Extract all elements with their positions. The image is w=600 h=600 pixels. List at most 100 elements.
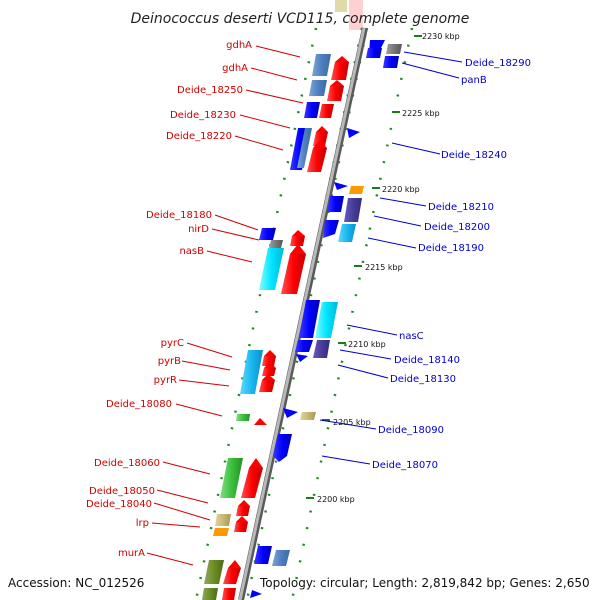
gene-block bbox=[259, 380, 275, 392]
page-title: Deinococcus deserti VCD115, complete gen… bbox=[131, 11, 470, 27]
kbp-label: 2200 kbp bbox=[317, 495, 355, 504]
genes-forward bbox=[202, 54, 349, 600]
gene-label: Deide_18090 bbox=[378, 425, 444, 436]
gene-label: panB bbox=[461, 75, 487, 86]
gene-arrow bbox=[249, 458, 263, 468]
gene-label: pyrC bbox=[161, 338, 184, 349]
gene-arrow bbox=[335, 56, 349, 62]
gene-label: Deide_18140 bbox=[394, 355, 460, 366]
gene-arrow bbox=[262, 374, 275, 380]
gene-block bbox=[204, 560, 224, 584]
kbp-label: 2220 kbp bbox=[382, 185, 420, 194]
gene-block bbox=[262, 356, 276, 366]
gene-arrow bbox=[316, 126, 328, 132]
gene-label: Deide_18210 bbox=[428, 202, 494, 213]
gene-block bbox=[254, 546, 272, 564]
gene-block bbox=[259, 248, 284, 290]
gene-arrow bbox=[330, 80, 344, 86]
gene-label: Deide_18290 bbox=[465, 58, 531, 69]
kbp-labels: 2230 kbp 2225 kbp 2220 kbp 2215 kbp 2210 kbp… bbox=[317, 32, 460, 504]
top-features bbox=[335, 0, 363, 30]
gene-label: Deide_18060 bbox=[94, 458, 160, 469]
gene-arrow bbox=[347, 128, 360, 138]
gene-label: Deide_18080 bbox=[106, 399, 172, 410]
gene-arrow bbox=[264, 362, 276, 368]
gene-block bbox=[295, 340, 313, 352]
left-leaders bbox=[146, 45, 304, 566]
gene-block bbox=[213, 528, 229, 536]
gene-block bbox=[315, 302, 338, 338]
gene-block bbox=[383, 56, 399, 68]
gene-label: nasB bbox=[179, 246, 204, 257]
gene-block bbox=[319, 104, 334, 118]
kbp-label: 2205 kbp bbox=[333, 418, 371, 427]
accession-text: Accession: NC_012526 bbox=[8, 576, 144, 590]
gene-arrow bbox=[292, 230, 305, 236]
gene-label: nasC bbox=[399, 331, 424, 342]
gene-block bbox=[220, 458, 243, 498]
gene-arrow bbox=[296, 354, 308, 362]
chromosome-backbone bbox=[238, 27, 368, 600]
gene-block bbox=[234, 522, 248, 532]
gene-block bbox=[299, 300, 320, 338]
gene-block bbox=[312, 54, 331, 76]
gene-block bbox=[338, 224, 356, 242]
gene-block bbox=[309, 80, 327, 96]
gene-label: nirD bbox=[188, 224, 209, 235]
gene-label: Deide_18180 bbox=[146, 210, 212, 221]
kbp-label: 2230 kbp bbox=[422, 32, 460, 41]
gene-block bbox=[300, 412, 316, 420]
gene-block bbox=[297, 128, 312, 168]
gene-block bbox=[304, 102, 320, 118]
gene-label: murA bbox=[118, 548, 145, 559]
gene-label: lrp bbox=[136, 518, 149, 529]
leader-lines bbox=[146, 45, 463, 566]
gene-block bbox=[222, 588, 236, 600]
gene-label: Deide_18250 bbox=[177, 85, 243, 96]
gene-label: Deide_18190 bbox=[418, 243, 484, 254]
genes-reverse bbox=[250, 40, 402, 598]
kbp-ticks bbox=[306, 35, 422, 499]
gene-block bbox=[290, 236, 305, 246]
gene-arrow bbox=[290, 244, 306, 254]
gene-label: gdhA bbox=[226, 40, 252, 51]
gene-block bbox=[236, 506, 250, 516]
gene-arrow bbox=[254, 418, 267, 425]
gene-block bbox=[202, 588, 218, 600]
gene-block bbox=[323, 220, 339, 238]
gene-label: Deide_18040 bbox=[86, 499, 152, 510]
gene-block bbox=[223, 568, 241, 584]
backbone-line bbox=[238, 27, 366, 600]
gene-block bbox=[327, 196, 344, 212]
gene-block bbox=[273, 434, 292, 462]
gene-block bbox=[215, 514, 231, 526]
gene-arrow bbox=[283, 408, 298, 418]
gene-label: Deide_18240 bbox=[441, 150, 507, 161]
gene-label: pyrR bbox=[154, 375, 177, 386]
gene-arrow bbox=[236, 516, 248, 522]
gene-label: gdhA bbox=[222, 63, 248, 74]
gene-arrow bbox=[334, 182, 348, 190]
gene-block bbox=[313, 132, 328, 146]
gene-block bbox=[344, 198, 362, 222]
right-leaders bbox=[319, 51, 463, 465]
gene-block bbox=[331, 62, 349, 80]
gene-block bbox=[307, 148, 327, 172]
gene-block bbox=[240, 350, 263, 394]
gene-arrow bbox=[313, 140, 327, 148]
gene-label: pyrB bbox=[158, 356, 181, 367]
gene-arrow bbox=[238, 500, 250, 506]
gene-block bbox=[272, 550, 290, 566]
gene-label: Deide_18070 bbox=[372, 460, 438, 471]
gene-block bbox=[262, 368, 276, 376]
kbp-label: 2210 kbp bbox=[348, 340, 386, 349]
gene-block bbox=[269, 240, 283, 248]
gene-block bbox=[327, 86, 344, 101]
gene-block bbox=[386, 44, 402, 54]
gene-label: Deide_18230 bbox=[170, 110, 236, 121]
gene-block bbox=[335, 0, 347, 12]
gene-label: Deide_18200 bbox=[424, 222, 490, 233]
gene-arrow bbox=[264, 350, 276, 356]
gene-block bbox=[313, 340, 330, 358]
left-gene-labels: gdhA gdhA Deide_18250 Deide_18230 Deide_1822… bbox=[86, 40, 252, 559]
